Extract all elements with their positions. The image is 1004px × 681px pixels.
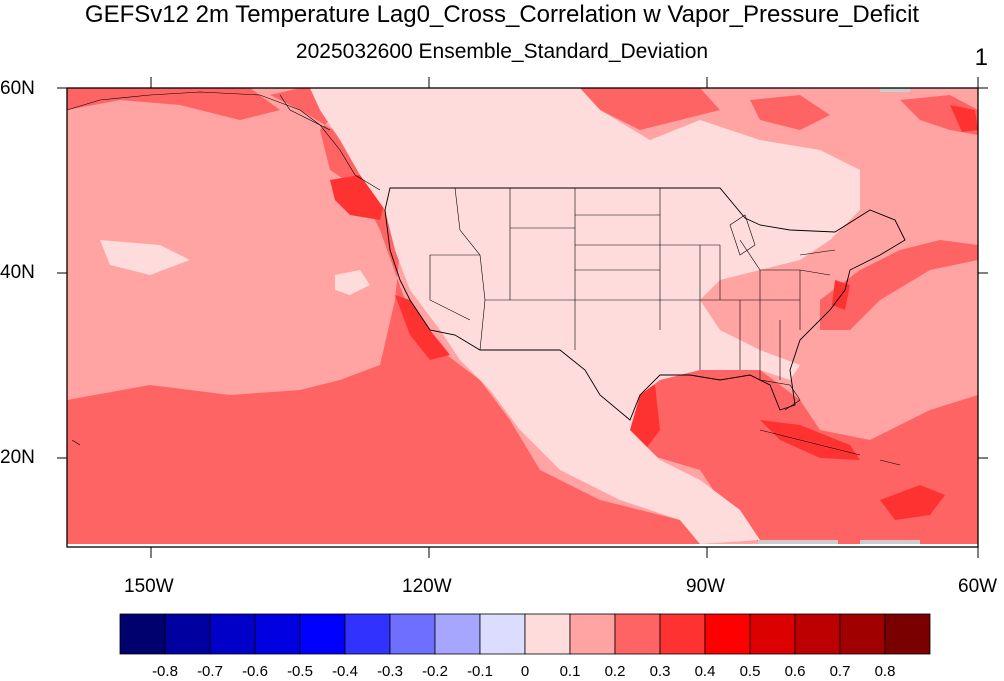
lon-label-120w: 120W bbox=[402, 576, 452, 597]
colorbar-box bbox=[524, 613, 571, 655]
lon-label-150w: 150W bbox=[124, 576, 174, 597]
colorbar-box bbox=[209, 613, 256, 655]
contour-fill-0-0.1 bbox=[100, 88, 860, 544]
colorbar-label: 0.2 bbox=[605, 663, 626, 680]
colorbar-box bbox=[749, 613, 796, 655]
colorbar-label: -0.1 bbox=[467, 663, 493, 680]
colorbar-box bbox=[164, 613, 211, 655]
colorbar-label: -0.4 bbox=[332, 663, 358, 680]
colorbar-label: 0.5 bbox=[740, 663, 761, 680]
lon-label-90w: 90W bbox=[686, 576, 726, 597]
colorbar bbox=[119, 613, 931, 655]
coastlines bbox=[66, 91, 901, 466]
colorbar-label: -0.2 bbox=[422, 663, 448, 680]
lat-label-60n: 60N bbox=[0, 78, 35, 99]
colorbar-box bbox=[659, 613, 706, 655]
colorbar-box bbox=[479, 613, 526, 655]
lon-label-60w: 60W bbox=[958, 576, 998, 597]
colorbar-label: 0.3 bbox=[650, 663, 671, 680]
colorbar-box bbox=[884, 613, 931, 655]
colorbar-box bbox=[344, 613, 391, 655]
colorbar-label: -0.5 bbox=[287, 663, 313, 680]
axis-ticks bbox=[57, 77, 988, 558]
colorbar-labels: -0.8 -0.7 -0.6 -0.5 -0.4 -0.3 -0.2 -0.1 0 0.1 0.2 0… bbox=[152, 663, 895, 680]
colorbar-label: 0.1 bbox=[560, 663, 581, 680]
colorbar-box bbox=[299, 613, 346, 655]
colorbar-box bbox=[389, 613, 436, 655]
panel-number-label: 1 bbox=[974, 44, 988, 71]
lat-label-40n: 40N bbox=[0, 262, 35, 283]
colorbar-label: 0.7 bbox=[830, 663, 851, 680]
colorbar-box bbox=[794, 613, 841, 655]
colorbar-label: 0.4 bbox=[695, 663, 716, 680]
colorbar-label: -0.3 bbox=[377, 663, 403, 680]
colorbar-box bbox=[839, 613, 886, 655]
colorbar-label: -0.7 bbox=[197, 663, 223, 680]
colorbar-box bbox=[704, 613, 751, 655]
state-boundaries bbox=[429, 187, 836, 380]
map-subtitle: 2025032600 Ensemble_Standard_Deviation bbox=[295, 40, 709, 63]
map-frame bbox=[66, 87, 979, 548]
colorbar-label: 0 bbox=[521, 663, 529, 680]
colorbar-box bbox=[434, 613, 481, 655]
colorbar-box bbox=[119, 613, 166, 655]
colorbar-label: -0.6 bbox=[242, 663, 268, 680]
lat-label-20n: 20N bbox=[0, 447, 35, 468]
colorbar-box bbox=[569, 613, 616, 655]
colorbar-label: -0.8 bbox=[152, 663, 178, 680]
colorbar-box bbox=[254, 613, 301, 655]
colorbar-box bbox=[614, 613, 661, 655]
map-title: GEFSv12 2m Temperature Lag0_Cross_Correl… bbox=[84, 1, 920, 28]
colorbar-label: 0.6 bbox=[785, 663, 806, 680]
colorbar-label: 0.8 bbox=[875, 663, 896, 680]
missing-data-patches bbox=[758, 88, 920, 544]
